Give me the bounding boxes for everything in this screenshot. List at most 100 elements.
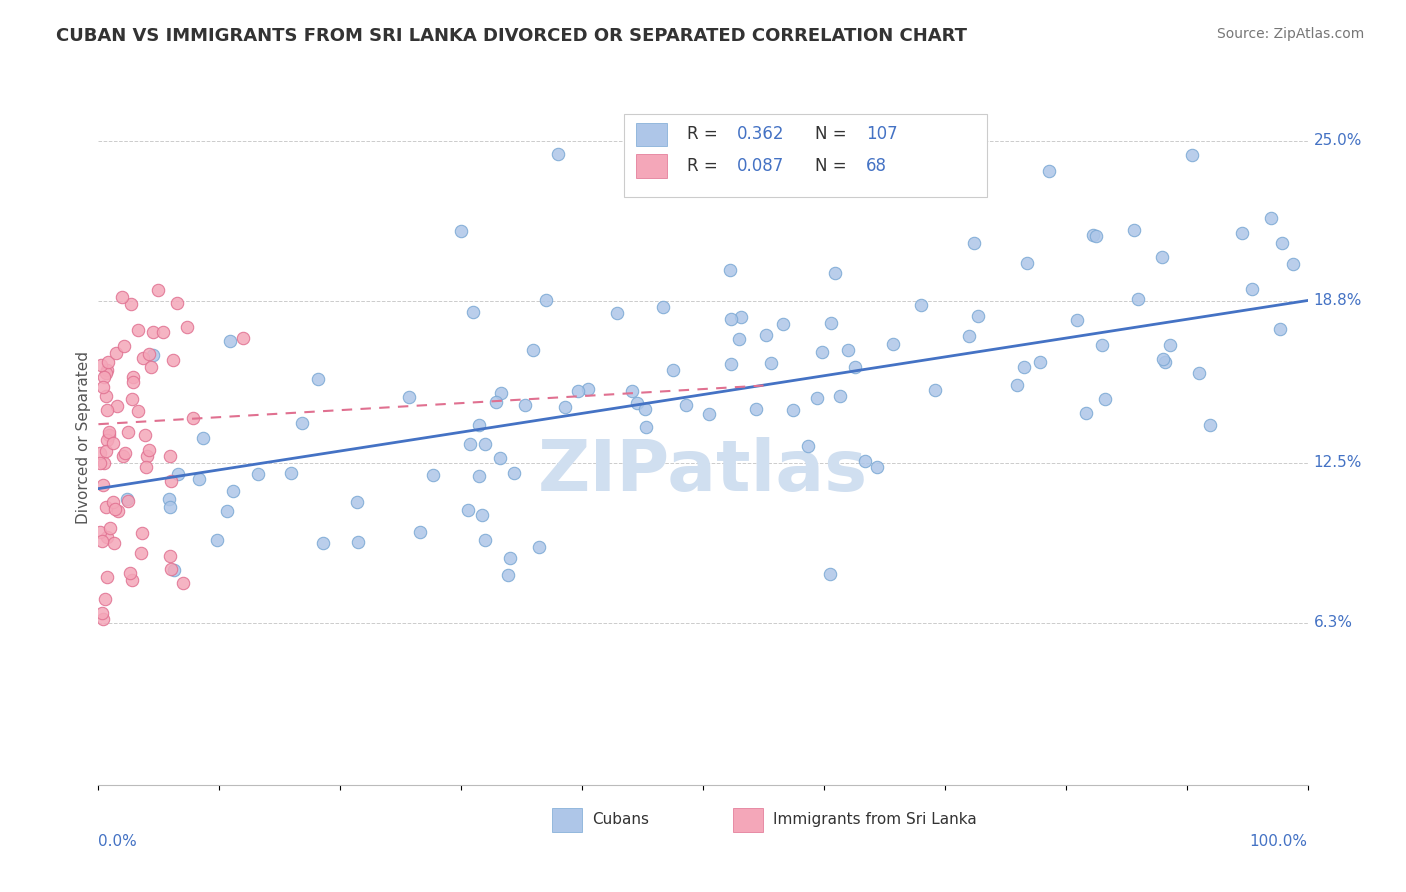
Point: [218, 334, 240, 348]
Point: [503, 467, 526, 481]
Point: [620, 384, 643, 398]
Point: [1199, 418, 1222, 433]
Point: [1015, 256, 1038, 270]
Text: 100.0%: 100.0%: [1250, 834, 1308, 848]
Point: [1270, 322, 1292, 336]
FancyBboxPatch shape: [551, 808, 582, 832]
Point: [853, 454, 876, 468]
Point: [103, 495, 125, 509]
Point: [121, 573, 143, 587]
Point: [489, 386, 512, 401]
Text: 107: 107: [866, 126, 898, 144]
Text: 18.8%: 18.8%: [1313, 293, 1362, 308]
Point: [162, 352, 184, 367]
Point: [963, 235, 986, 250]
Point: [720, 357, 742, 371]
Point: [1066, 313, 1088, 327]
Point: [193, 431, 215, 445]
Point: [626, 396, 648, 410]
Point: [844, 359, 866, 374]
Point: [129, 546, 152, 560]
FancyBboxPatch shape: [624, 113, 987, 197]
Point: [761, 355, 783, 369]
Point: [159, 500, 181, 514]
Point: [346, 495, 368, 509]
Point: [1038, 164, 1060, 178]
Point: [662, 363, 685, 377]
Point: [606, 305, 628, 319]
Point: [488, 450, 510, 465]
Point: [1241, 282, 1264, 296]
Point: [166, 295, 188, 310]
Point: [1282, 257, 1305, 271]
Point: [307, 372, 329, 386]
Point: [90, 533, 112, 548]
Text: 0.087: 0.087: [737, 157, 785, 175]
Point: [159, 449, 181, 463]
Point: [93, 456, 115, 470]
Point: [131, 525, 153, 540]
Point: [1094, 392, 1116, 407]
FancyBboxPatch shape: [637, 154, 666, 178]
Point: [93, 478, 115, 492]
Point: [160, 562, 183, 576]
Point: [103, 535, 125, 549]
Point: [232, 331, 254, 345]
Point: [1260, 211, 1282, 225]
Point: [730, 310, 752, 325]
Point: [291, 416, 314, 430]
Point: [830, 389, 852, 403]
Point: [181, 411, 204, 425]
Point: [93, 612, 115, 626]
Point: [107, 504, 129, 518]
Text: ZIPatlas: ZIPatlas: [538, 437, 868, 507]
Point: [91, 606, 114, 620]
Text: 68: 68: [866, 157, 887, 175]
Point: [1028, 355, 1050, 369]
Point: [127, 323, 149, 337]
Point: [754, 327, 776, 342]
Point: [1084, 229, 1107, 244]
Point: [1083, 228, 1105, 243]
Point: [146, 283, 169, 297]
Point: [554, 401, 576, 415]
Point: [498, 568, 520, 582]
Text: N =: N =: [815, 126, 852, 144]
Point: [652, 300, 675, 314]
Point: [105, 346, 128, 360]
Point: [718, 263, 741, 277]
Point: [697, 408, 720, 422]
Point: [1271, 235, 1294, 250]
Point: [131, 351, 153, 365]
Point: [468, 469, 491, 483]
Point: [97, 428, 120, 442]
Point: [163, 564, 186, 578]
Point: [91, 380, 114, 394]
Point: [547, 146, 569, 161]
Point: [96, 434, 118, 448]
Y-axis label: Divorced or Separated: Divorced or Separated: [76, 351, 91, 524]
Point: [720, 312, 742, 326]
Point: [458, 437, 481, 451]
Point: [142, 325, 165, 339]
Point: [114, 446, 136, 460]
Point: [806, 391, 828, 405]
Point: [1012, 359, 1035, 374]
Point: [97, 355, 120, 369]
Point: [485, 395, 508, 409]
Point: [93, 369, 115, 384]
Point: [468, 418, 491, 433]
Point: [457, 503, 479, 517]
Point: [112, 339, 135, 353]
Point: [138, 443, 160, 458]
Point: [796, 439, 818, 453]
Text: R =: R =: [688, 157, 723, 175]
Point: [127, 404, 149, 418]
Point: [567, 384, 589, 398]
Point: [142, 348, 165, 362]
Point: [122, 375, 145, 389]
Point: [176, 319, 198, 334]
Point: [141, 359, 163, 374]
Point: [104, 501, 127, 516]
Point: [205, 533, 228, 547]
